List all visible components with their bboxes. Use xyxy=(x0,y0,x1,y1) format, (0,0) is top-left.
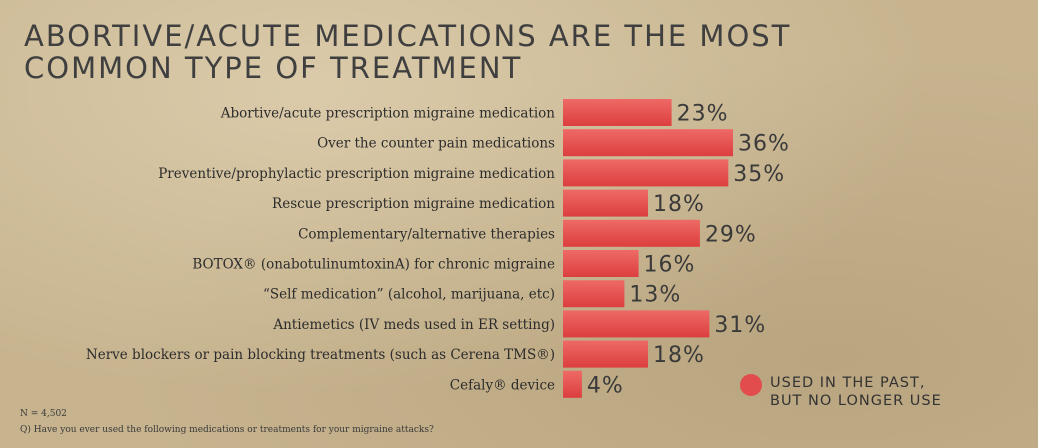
category-label: Over the counter pain medications xyxy=(317,136,555,152)
category-label: Complementary/alternative therapies xyxy=(298,226,555,242)
category-label: Cefaly® device xyxy=(450,377,555,393)
bar xyxy=(563,189,648,217)
chart-title-line-2: COMMON TYPE OF TREATMENT xyxy=(24,51,523,85)
bar xyxy=(563,99,672,126)
chart-title-line-1: ABORTIVE/ACUTE MEDICATIONS ARE THE MOST xyxy=(24,19,792,53)
legend-label: USED IN THE PAST, BUT NO LONGER USE xyxy=(770,374,942,410)
data-label: 36% xyxy=(738,132,790,157)
legend-label-line-1: USED IN THE PAST, xyxy=(770,375,926,391)
data-label: 4% xyxy=(587,373,624,398)
bar xyxy=(563,340,648,368)
category-label: “Self medication” (alcohol, marijuana, e… xyxy=(263,287,555,303)
data-label: 31% xyxy=(714,313,766,338)
category-label: Rescue prescription migraine medication xyxy=(272,196,555,212)
data-label: 29% xyxy=(705,222,757,247)
data-label: 23% xyxy=(677,102,729,127)
chart-title: ABORTIVE/ACUTE MEDICATIONS ARE THE MOST … xyxy=(24,20,1004,84)
bar xyxy=(563,219,700,247)
category-label: BOTOX® (onabotulinumtoxinA) for chronic … xyxy=(192,257,555,273)
bar xyxy=(563,310,710,338)
bar xyxy=(563,129,733,157)
category-label: Preventive/prophylactic prescription mig… xyxy=(158,166,555,182)
legend: USED IN THE PAST, BUT NO LONGER USE xyxy=(740,374,942,410)
bar xyxy=(563,250,639,277)
survey-question-note: Q) Have you ever used the following medi… xyxy=(20,425,434,435)
data-label: 35% xyxy=(733,162,785,187)
bars-layer: Abortive/acute prescription migraine med… xyxy=(86,99,790,398)
data-label: 18% xyxy=(653,343,705,368)
legend-label-line-2: BUT NO LONGER USE xyxy=(770,393,942,409)
category-label: Abortive/acute prescription migraine med… xyxy=(220,106,556,122)
sample-size-note: N = 4,502 xyxy=(20,409,67,419)
data-label: 18% xyxy=(653,192,705,217)
bar xyxy=(563,280,625,308)
bar xyxy=(563,370,582,398)
category-label: Antiemetics (IV meds used in ER setting) xyxy=(272,317,555,333)
legend-swatch xyxy=(740,374,762,396)
data-label: 16% xyxy=(644,253,696,278)
data-label: 13% xyxy=(629,283,681,308)
category-label: Nerve blockers or pain blocking treatmen… xyxy=(86,347,555,363)
bar xyxy=(563,159,729,187)
